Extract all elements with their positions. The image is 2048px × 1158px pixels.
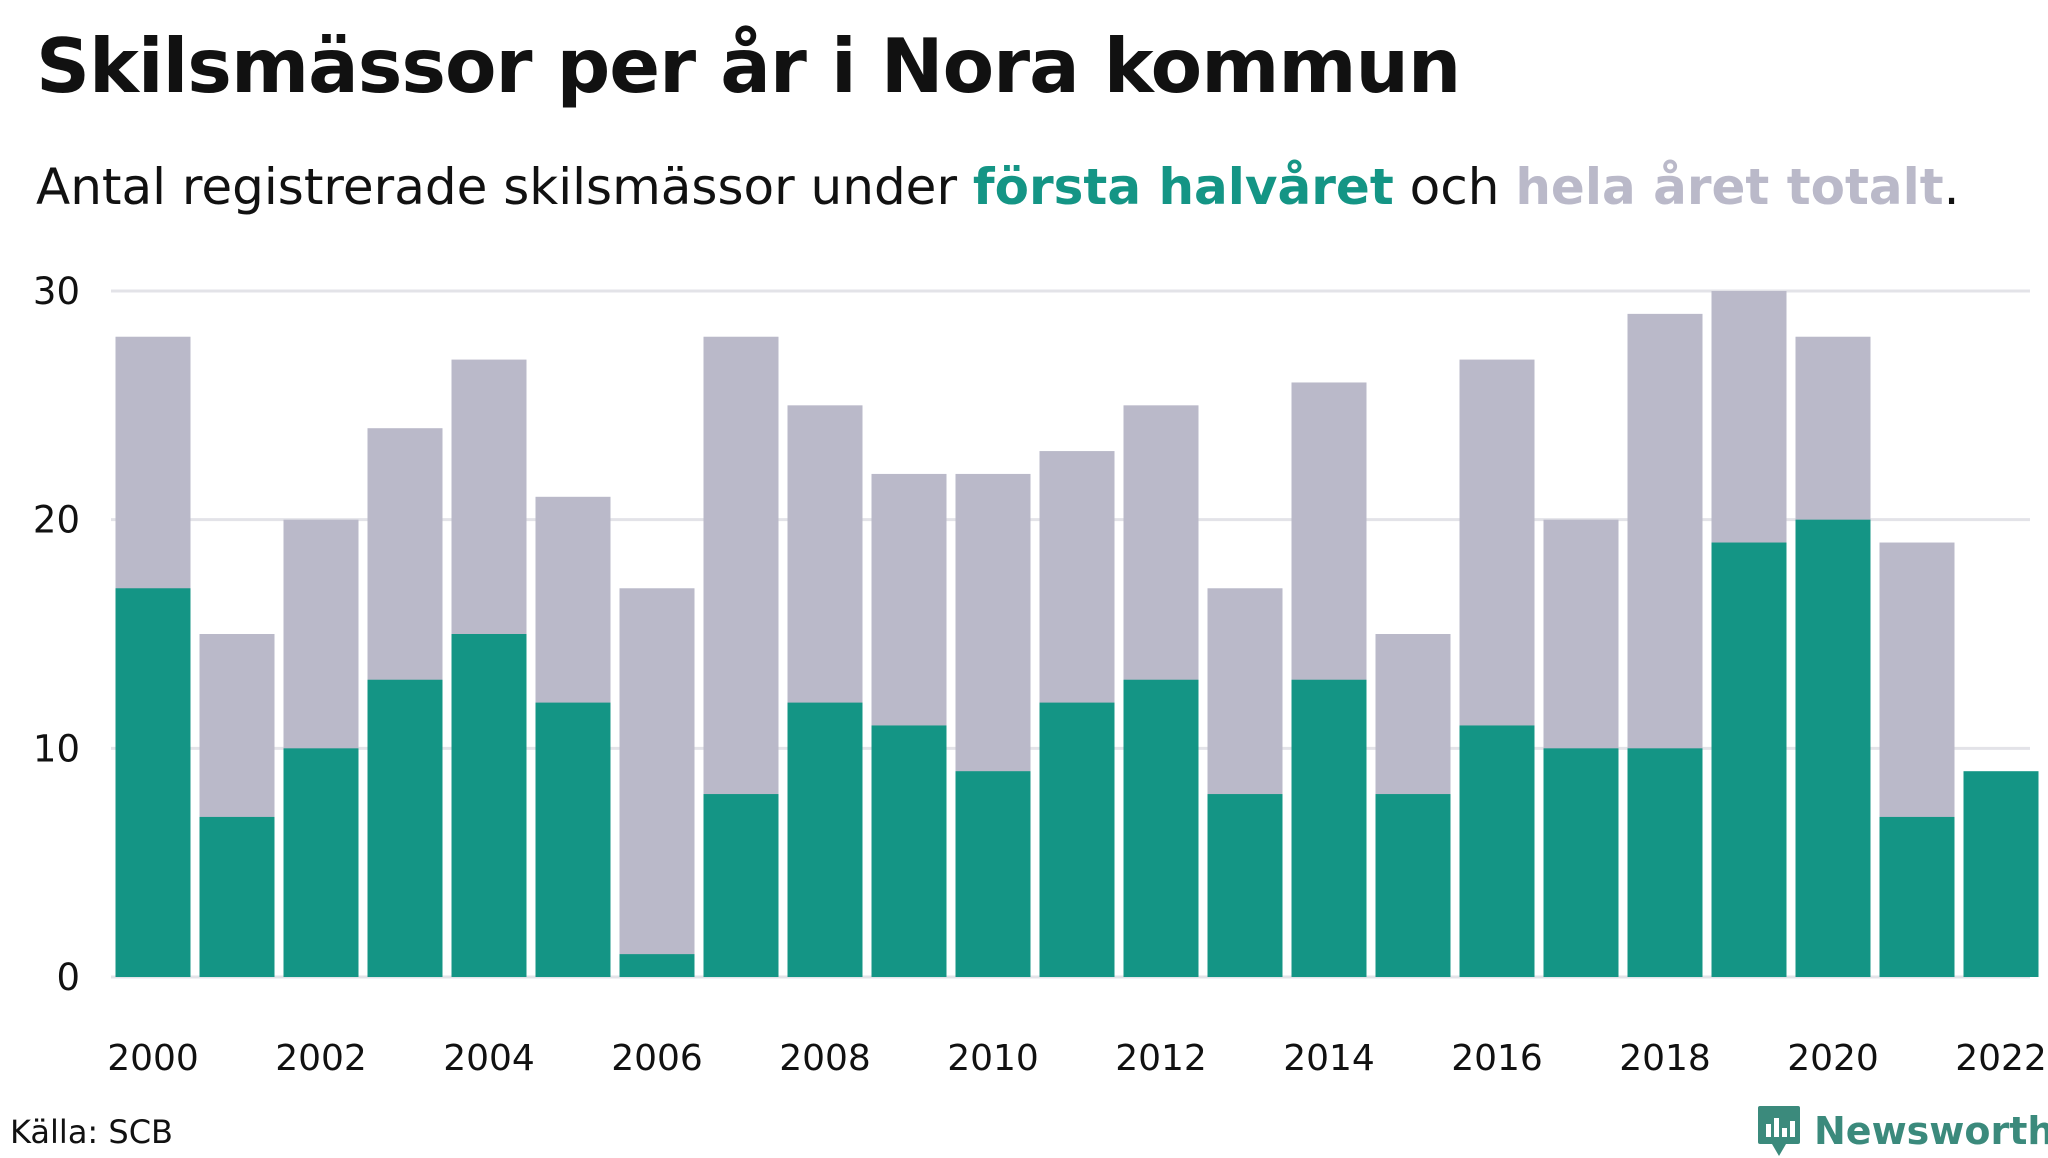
bar-first-half-2003 — [367, 679, 443, 977]
newsworthy-logo-icon — [1758, 1106, 1800, 1156]
y-axis-ticks: 0 10 20 30 — [33, 270, 80, 999]
bar-first-half-2002 — [283, 748, 359, 977]
bar-first-half-2021 — [1879, 816, 1955, 977]
chart-title: Skilsmässor per år i Nora kommun — [36, 22, 1461, 110]
bar-total-2006 — [619, 588, 695, 977]
x-tick-label-2010: 2010 — [947, 1038, 1039, 1079]
x-tick-label-2006: 2006 — [611, 1038, 703, 1079]
x-tick-label-2012: 2012 — [1115, 1038, 1207, 1079]
x-tick-label-2008: 2008 — [779, 1038, 871, 1079]
bar-first-half-2010 — [955, 771, 1031, 977]
bar-first-half-2001 — [199, 816, 275, 977]
subtitle-middle: och — [1393, 158, 1516, 216]
x-tick-label-2022: 2022 — [1955, 1038, 2047, 1079]
bar-first-half-2005 — [535, 702, 611, 977]
bar-first-half-2000 — [115, 588, 191, 977]
bars — [115, 291, 2039, 978]
bar-first-half-2020 — [1795, 519, 1871, 977]
x-tick-label-2014: 2014 — [1283, 1038, 1375, 1079]
x-tick-label-2002: 2002 — [275, 1038, 367, 1079]
y-tick-label-20: 20 — [33, 499, 80, 542]
bar-first-half-2022 — [1963, 771, 2039, 977]
bar-first-half-2013 — [1207, 794, 1283, 977]
bar-first-half-2017 — [1543, 748, 1619, 977]
chart-subtitle: Antal registrerade skilsmässor under för… — [36, 158, 1960, 216]
bar-first-half-2015 — [1375, 794, 1451, 977]
bar-first-half-2016 — [1459, 725, 1535, 977]
x-tick-label-2016: 2016 — [1451, 1038, 1543, 1079]
bar-first-half-2004 — [451, 634, 527, 977]
bar-chart: 0 10 20 30 2000 2002 2004 2006 2008 2010 2012 2014… — [33, 270, 2047, 1079]
brand-logo: Newsworthy — [1756, 1104, 2048, 1158]
y-tick-label-30: 30 — [33, 270, 80, 313]
bar-first-half-2018 — [1627, 748, 1703, 977]
bar-first-half-2019 — [1711, 542, 1787, 977]
x-tick-label-2018: 2018 — [1619, 1038, 1711, 1079]
x-axis-ticks: 2000 2002 2004 2006 2008 2010 2012 2014 2016 2018… — [107, 1038, 2047, 1079]
subtitle-suffix: . — [1943, 158, 1960, 216]
bar-first-half-2011 — [1039, 702, 1115, 977]
bar-first-half-2012 — [1123, 679, 1199, 977]
x-tick-label-2004: 2004 — [443, 1038, 535, 1079]
bar-first-half-2007 — [703, 794, 779, 977]
legend-full-year: hela året totalt — [1515, 158, 1944, 216]
y-tick-label-0: 0 — [56, 956, 80, 999]
x-tick-label-2020: 2020 — [1787, 1038, 1879, 1079]
subtitle-prefix: Antal registrerade skilsmässor under — [36, 158, 973, 216]
legend-first-half: första halvåret — [972, 158, 1394, 216]
y-tick-label-10: 10 — [33, 727, 80, 770]
bar-first-half-2009 — [871, 725, 947, 977]
bar-first-half-2006 — [619, 954, 695, 977]
x-tick-label-2000: 2000 — [107, 1038, 199, 1079]
brand-name: Newsworthy — [1814, 1109, 2048, 1153]
source-note: Källa: SCB — [10, 1113, 173, 1151]
bar-first-half-2014 — [1291, 679, 1367, 977]
bar-first-half-2008 — [787, 702, 863, 977]
